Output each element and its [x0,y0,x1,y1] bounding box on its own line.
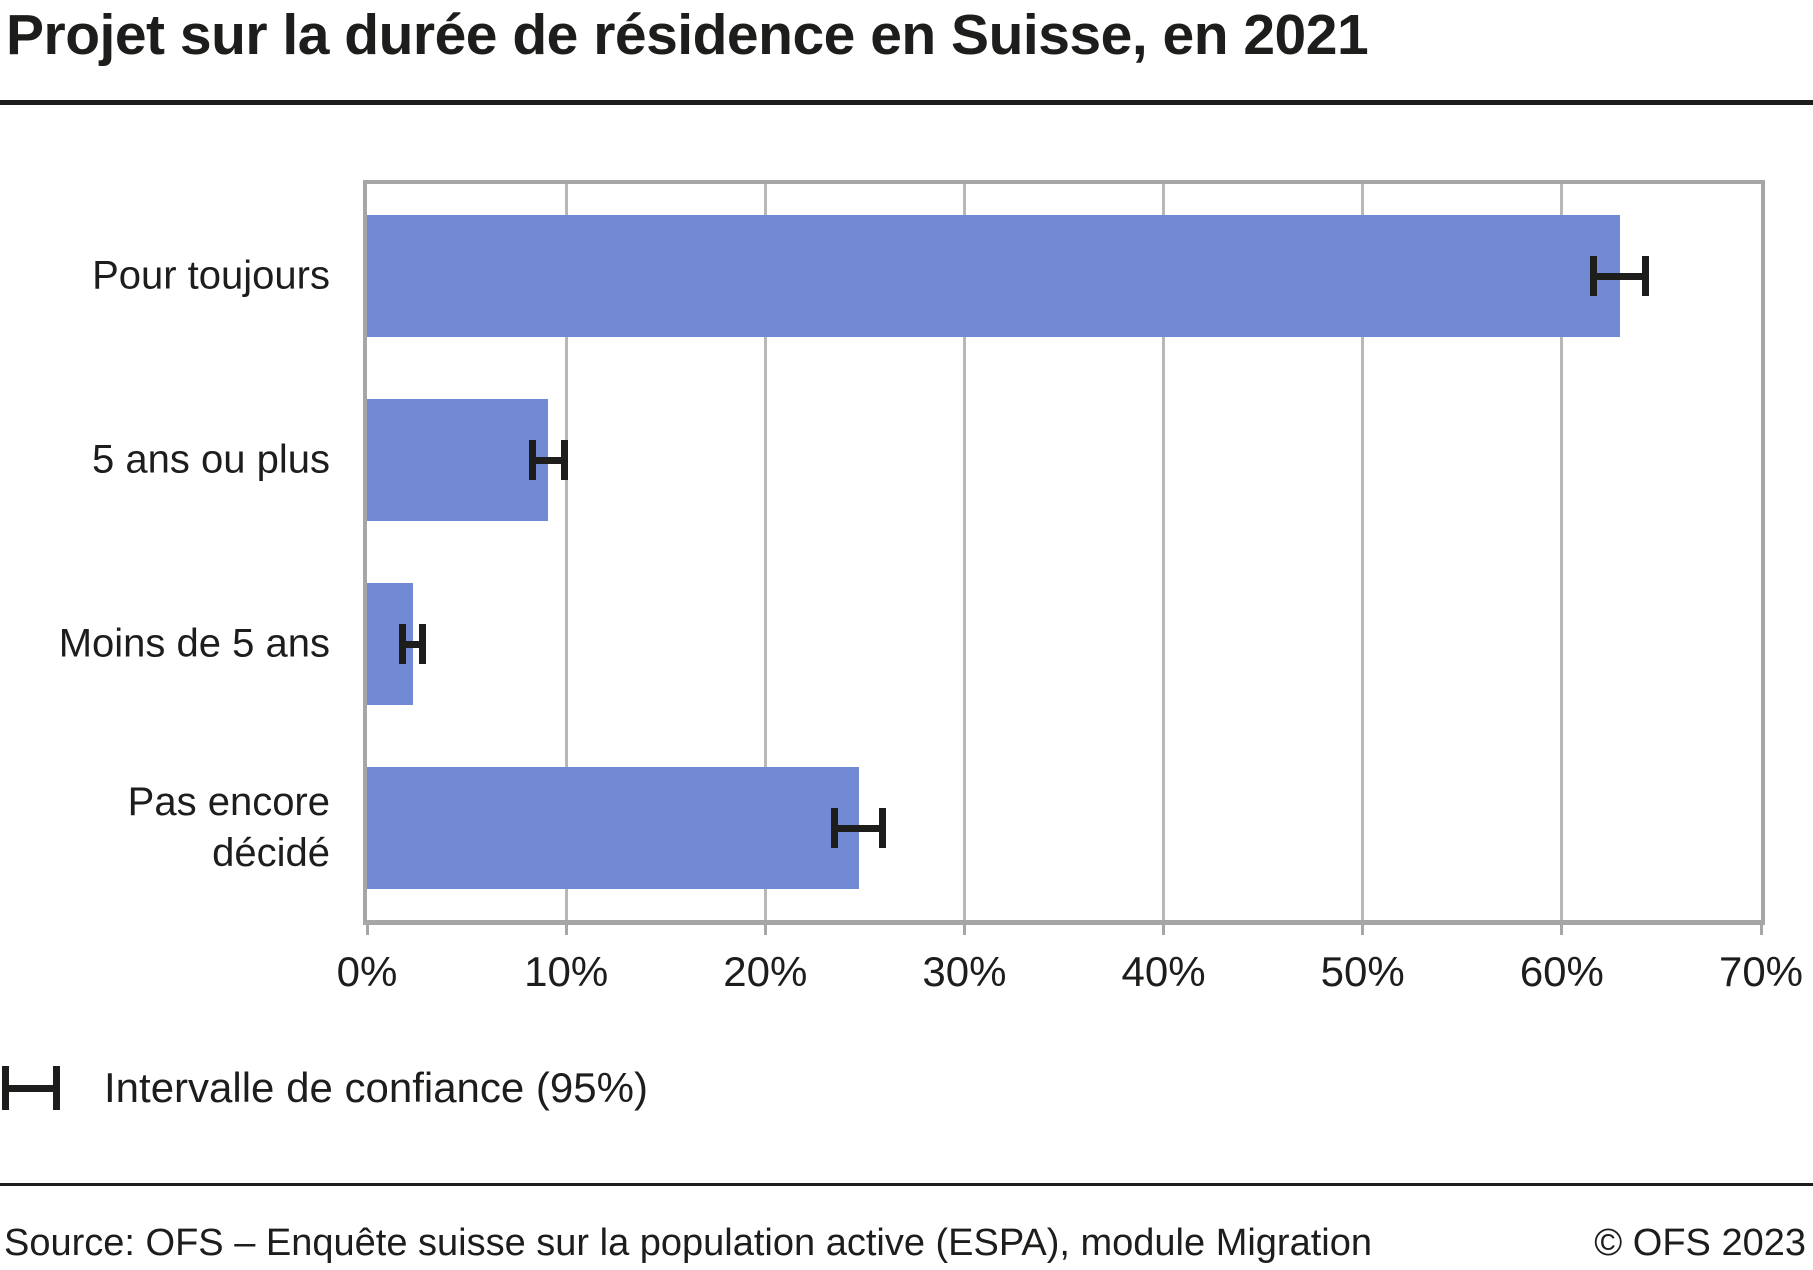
category-label: 5 ans ou plus [92,437,330,482]
gridline [564,184,568,920]
x-tick-label: 70% [1718,948,1804,995]
category-label: Moins de 5 ans [58,621,330,666]
x-tick-mark [365,925,369,935]
error-bar-cap [1641,256,1649,296]
legend-label: Intervalle de confiance (95%) [104,1064,648,1111]
title-rule [0,100,1813,105]
x-tick-label: 10% [524,948,609,995]
bar [367,767,859,889]
legend: Intervalle de confiance (95%) [2,1060,648,1116]
gridline [1361,184,1365,920]
x-tick-mark [1162,925,1166,935]
error-bar-cap [879,808,887,848]
error-bar-line [1593,272,1646,280]
x-tick-label: 50% [1320,948,1405,995]
bar [367,399,549,521]
x-tick-mark [763,925,767,935]
copyright-text: © OFS 2023 [1594,1222,1806,1264]
x-tick-mark [1560,925,1564,935]
category-label: Pas encore décidé [127,779,330,875]
gridline [962,184,966,920]
error-bar-cap [528,440,536,480]
error-bar-line [402,640,423,648]
chart-title: Projet sur la durée de résidence en Suis… [6,3,1369,67]
gridline [1560,184,1564,920]
x-tick-label: 40% [1121,948,1206,995]
error-bar-cap [560,440,568,480]
x-tick-mark [564,925,568,935]
source-text: Source: OFS – Enquête suisse sur la popu… [4,1222,1372,1264]
category-label: Pour toujours [92,253,330,298]
category-axis: Pour toujours 5 ans ou plus Moins de 5 ans… [0,180,330,925]
x-tick-label: 30% [922,948,1007,995]
x-tick-mark [1361,925,1365,935]
gridline [763,184,767,920]
plot-area [363,180,1765,925]
gridline [1162,184,1166,920]
error-bar-line [532,456,565,464]
footer-rule [0,1183,1813,1186]
error-bar-cap [1590,256,1598,296]
error-bar-cap [419,624,427,664]
x-tick-mark [962,925,966,935]
error-bar-line [834,824,883,832]
x-tick-label: 0% [336,948,398,995]
error-bar-cap [399,624,407,664]
error-bar-cap [831,808,839,848]
x-tick-label: 60% [1519,948,1604,995]
error-bar-icon-line [2,1085,60,1092]
error-bar-icon [2,1066,60,1110]
plot-field [367,184,1761,920]
x-tick-label: 20% [723,948,808,995]
footer: Source: OFS – Enquête suisse sur la popu… [4,1222,1806,1265]
bar [367,215,1620,337]
x-tick-mark [1759,925,1763,935]
